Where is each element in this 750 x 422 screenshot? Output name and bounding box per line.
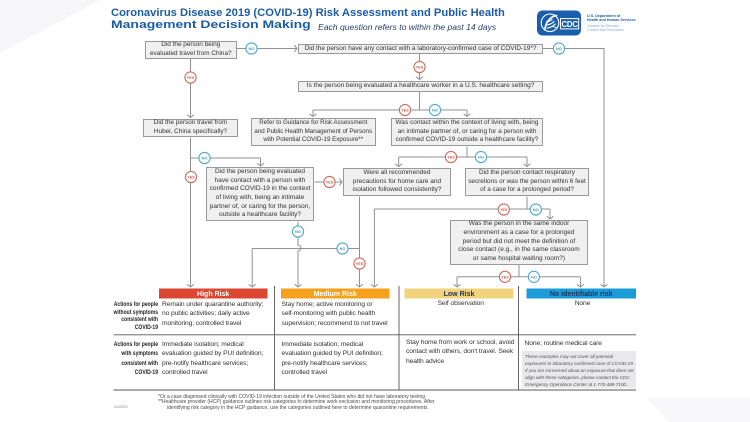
- svg-text:YES: YES: [356, 262, 364, 266]
- svg-text:NO: NO: [533, 207, 539, 212]
- svg-text:Low Risk: Low Risk: [444, 291, 475, 298]
- svg-text:NO: NO: [249, 46, 255, 51]
- svg-text:YES: YES: [401, 109, 409, 113]
- svg-text:NO: NO: [202, 156, 208, 161]
- svg-text:YES: YES: [447, 156, 455, 160]
- svg-text:High Risk: High Risk: [197, 291, 229, 298]
- svg-text:YES: YES: [326, 181, 334, 185]
- svg-text:YES: YES: [500, 208, 508, 212]
- svg-text:YES: YES: [187, 76, 195, 80]
- svg-text:NO: NO: [340, 246, 346, 251]
- svg-text:No identifiable risk: No identifiable risk: [550, 291, 613, 298]
- svg-text:Medium Risk: Medium Risk: [314, 291, 357, 298]
- svg-text:NO: NO: [478, 155, 484, 160]
- svg-text:NO: NO: [556, 46, 562, 51]
- svg-text:NO: NO: [531, 274, 537, 279]
- svg-text:NO: NO: [432, 108, 438, 113]
- svg-text:YES: YES: [501, 275, 509, 279]
- svg-text:YES: YES: [416, 66, 424, 70]
- svg-text:YES: YES: [187, 176, 195, 180]
- svg-text:CDC: CDC: [561, 20, 578, 29]
- svg-text:NO: NO: [295, 229, 301, 234]
